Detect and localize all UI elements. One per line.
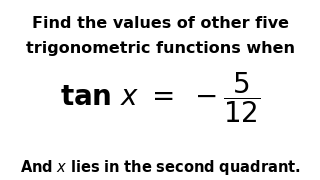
Text: $\bf{And}\ \it{x}\ \bf{lies\ in\ the\ second\ quadrant.}$: $\bf{And}\ \it{x}\ \bf{lies\ in\ the\ se…: [20, 158, 300, 177]
Text: $\bf{tan}\ \it{x}\ =\ -\dfrac{5}{12}$: $\bf{tan}\ \it{x}\ =\ -\dfrac{5}{12}$: [60, 70, 260, 125]
Text: trigonometric functions when: trigonometric functions when: [26, 41, 294, 56]
Text: Find the values of other five: Find the values of other five: [31, 16, 289, 31]
